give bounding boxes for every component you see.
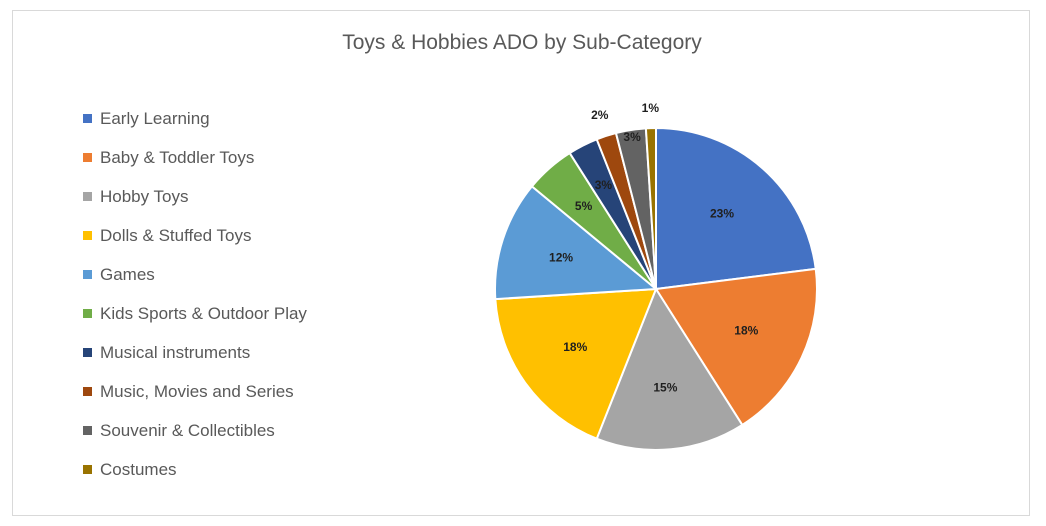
- legend-swatch: [83, 309, 92, 318]
- legend-item-music-movies-and-series[interactable]: Music, Movies and Series: [83, 372, 307, 411]
- chart-title: Toys & Hobbies ADO by Sub-Category: [342, 31, 702, 54]
- legend-label: Early Learning: [100, 108, 210, 128]
- legend-swatch: [83, 465, 92, 474]
- legend-label: Games: [100, 264, 155, 284]
- legend-label: Souvenir & Collectibles: [100, 420, 275, 440]
- legend-swatch: [83, 270, 92, 279]
- legend-swatch: [83, 114, 92, 123]
- legend: Early Learning Baby & Toddler Toys Hobby T…: [83, 99, 307, 489]
- legend-swatch: [83, 387, 92, 396]
- data-label-dolls-stuffed-toys: 18%: [563, 340, 587, 354]
- legend-item-hobby-toys[interactable]: Hobby Toys: [83, 177, 307, 216]
- legend-swatch: [83, 348, 92, 357]
- pie-slice-costumes[interactable]: [644, 126, 657, 290]
- legend-label: Music, Movies and Series: [100, 381, 294, 401]
- legend-label: Hobby Toys: [100, 186, 189, 206]
- legend-label: Costumes: [100, 459, 177, 479]
- legend-label: Dolls & Stuffed Toys: [100, 225, 252, 245]
- data-label-musical-instruments: 3%: [595, 178, 613, 192]
- legend-label: Baby & Toddler Toys: [100, 147, 255, 167]
- legend-item-kids-sports-outdoor-play[interactable]: Kids Sports & Outdoor Play: [83, 294, 307, 333]
- data-label-early-learning: 23%: [710, 206, 734, 220]
- pie-chart: 23%18%15%18%12%5%3%2%3%1%: [494, 101, 818, 451]
- legend-swatch: [83, 192, 92, 201]
- pie-slice-baby-toddler-toys[interactable]: [654, 267, 818, 427]
- legend-item-early-learning[interactable]: Early Learning: [83, 99, 307, 138]
- legend-label: Kids Sports & Outdoor Play: [100, 303, 307, 323]
- pie-slice-hobby-toys[interactable]: [595, 286, 744, 451]
- legend-swatch: [83, 153, 92, 162]
- data-label-hobby-toys: 15%: [653, 381, 677, 395]
- legend-swatch: [83, 231, 92, 240]
- legend-item-games[interactable]: Games: [83, 255, 307, 294]
- legend-item-baby-toddler-toys[interactable]: Baby & Toddler Toys: [83, 138, 307, 177]
- data-label-souvenir-collectibles: 3%: [623, 130, 641, 144]
- legend-item-costumes[interactable]: Costumes: [83, 450, 307, 489]
- legend-item-musical-instruments[interactable]: Musical instruments: [83, 333, 307, 372]
- pie-slice-games[interactable]: [494, 184, 659, 301]
- legend-label: Musical instruments: [100, 342, 251, 362]
- pie-slice-dolls-stuffed-toys[interactable]: [494, 287, 658, 440]
- legend-swatch: [83, 426, 92, 435]
- chart-frame: Toys & Hobbies ADO by Sub-Category Early…: [12, 10, 1030, 516]
- pie-slice-early-learning[interactable]: [655, 126, 817, 291]
- legend-item-souvenir-collectibles[interactable]: Souvenir & Collectibles: [83, 411, 307, 450]
- data-label-music-movies-and-series: 2%: [591, 108, 609, 122]
- legend-item-dolls-stuffed-toys[interactable]: Dolls & Stuffed Toys: [83, 216, 307, 255]
- data-label-kids-sports-outdoor-play: 5%: [575, 199, 593, 213]
- data-label-baby-toddler-toys: 18%: [734, 324, 758, 338]
- data-label-costumes: 1%: [642, 101, 660, 115]
- data-label-games: 12%: [549, 250, 573, 264]
